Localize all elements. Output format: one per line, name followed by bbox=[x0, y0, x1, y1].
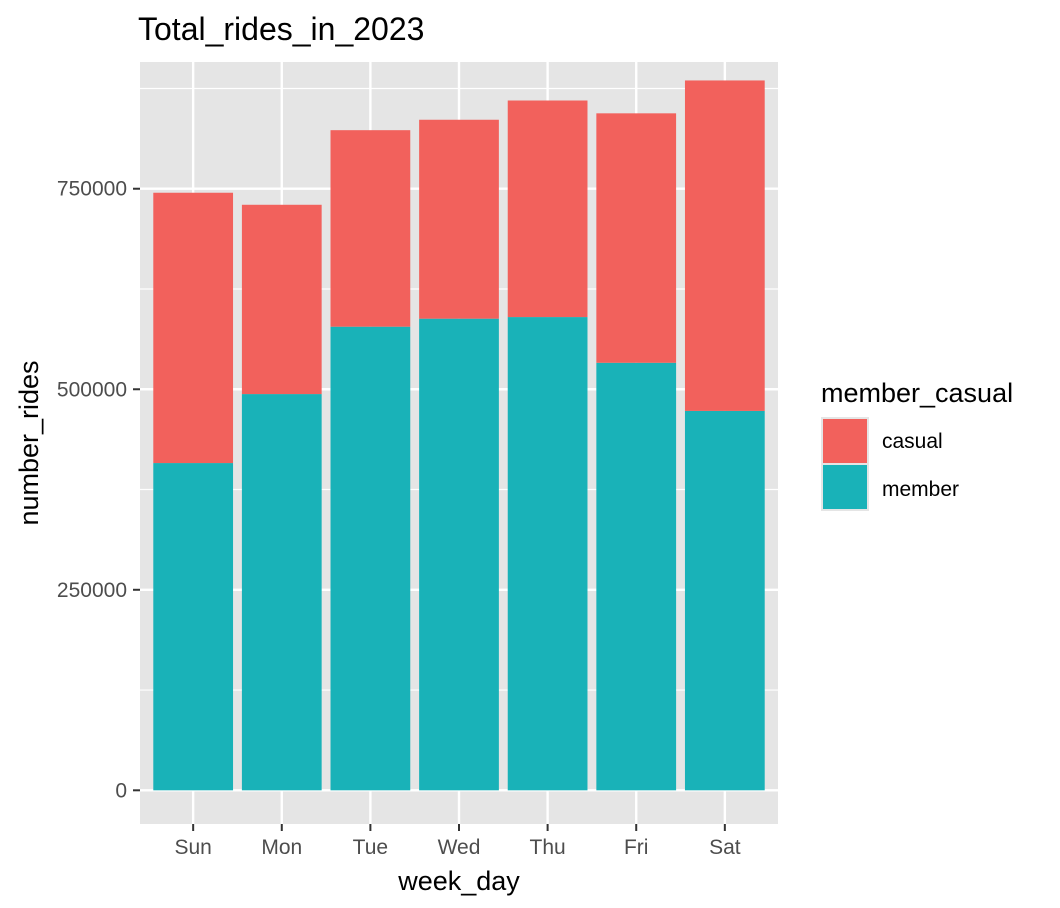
bar-casual-wed bbox=[419, 119, 499, 319]
y-axis-title: number_rides bbox=[14, 360, 44, 525]
x-tick-label: Mon bbox=[261, 836, 302, 859]
x-tick-label: Tue bbox=[353, 836, 388, 859]
bar-casual-sat bbox=[684, 80, 765, 411]
legend: member_casual casual member bbox=[821, 378, 1013, 511]
bar-member-sat bbox=[684, 410, 765, 791]
bar-member-fri bbox=[596, 362, 677, 791]
bar-member-thu bbox=[507, 317, 588, 791]
y-tick-label: 750000 bbox=[57, 178, 127, 201]
bar-member-wed bbox=[419, 318, 499, 791]
chart-title: Total_rides_in_2023 bbox=[138, 11, 424, 47]
bars bbox=[153, 80, 765, 791]
bar-casual-mon bbox=[241, 204, 322, 395]
x-tick-label: Sun bbox=[174, 836, 211, 859]
bar-casual-tue bbox=[330, 130, 411, 327]
x-tick-label: Sat bbox=[709, 836, 741, 859]
x-tick-label: Fri bbox=[624, 836, 649, 859]
x-axis-title: week_day bbox=[397, 866, 520, 896]
legend-label-member: member bbox=[882, 478, 959, 501]
legend-key-member bbox=[821, 463, 869, 511]
x-tick-label: Thu bbox=[530, 836, 566, 859]
bar-member-sun bbox=[153, 463, 234, 791]
legend-key-casual bbox=[821, 417, 869, 465]
bar-member-tue bbox=[330, 326, 411, 791]
bar-casual-fri bbox=[596, 113, 677, 363]
y-tick-label: 0 bbox=[115, 779, 127, 802]
legend-title: member_casual bbox=[821, 378, 1013, 408]
axes: 0 250000 500000 750000 Sun Mon Tue Wed Thu Fri Sat bbox=[57, 178, 741, 859]
legend-label-casual: casual bbox=[882, 430, 943, 453]
x-tick-label: Wed bbox=[438, 836, 481, 859]
bar-casual-thu bbox=[507, 100, 588, 318]
y-tick-label: 500000 bbox=[57, 378, 127, 401]
y-tick-label: 250000 bbox=[57, 579, 127, 602]
bar-member-mon bbox=[241, 394, 322, 791]
bar-casual-sun bbox=[153, 192, 234, 464]
